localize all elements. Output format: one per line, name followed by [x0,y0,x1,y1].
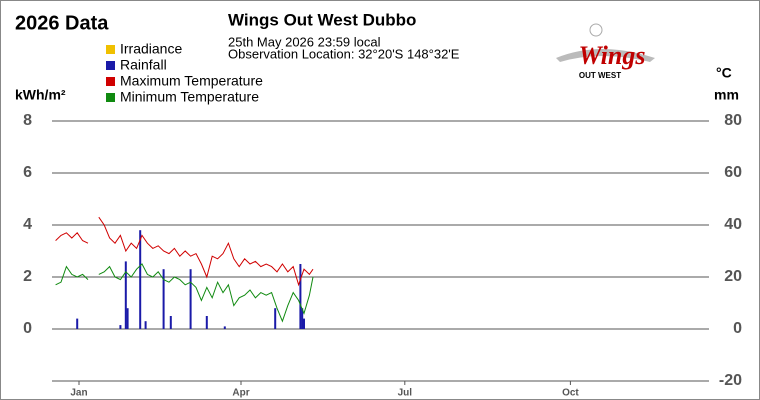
y2-tick-label: -20 [719,372,742,389]
y-tick-label: 2 [23,268,32,285]
line [55,216,314,287]
bar [169,316,172,329]
y2-axis-label: mm [714,87,739,103]
logo: Wings OUT WEST [556,23,655,80]
y2-tick-label: 40 [724,216,742,233]
legend-swatch [106,45,115,54]
x-tick-label: Oct [562,388,579,399]
bar [144,321,147,329]
y-tick-label: 4 [23,216,32,233]
y2-tick-label: 80 [724,112,742,129]
legend-swatch [106,93,115,102]
y-axis-label: kWh/m² [15,87,66,103]
y2-axis-label: °C [716,65,732,81]
y-tick-label: 6 [23,164,32,181]
y-tick-label: 0 [23,320,32,337]
subtitle: Wings Out West Dubbo [228,10,416,29]
logo-text: Wings [579,41,646,70]
legend-label: Minimum Temperature [120,89,259,105]
bar [162,269,165,329]
legend-swatch [106,61,115,70]
y2-tick-label: 20 [724,268,742,285]
bar [126,308,129,329]
timestamp: 25th May 2026 23:59 local [228,34,381,49]
legend-swatch [106,77,115,86]
logo-wing [556,49,655,62]
y2-tick-label: 0 [733,320,742,337]
bar [139,230,142,329]
bar [189,269,192,329]
bar [274,308,277,329]
x-tick-label: Apr [232,388,249,399]
bar [119,325,122,329]
logo-prop [589,23,603,37]
bar [299,264,302,329]
line [55,263,314,323]
y-tick-label: 8 [23,112,32,129]
bar [223,326,226,329]
logo-subtext: OUT WEST [579,71,621,80]
y2-tick-label: 60 [724,164,742,181]
legend-label: Rainfall [120,57,167,73]
legend-label: Irradiance [120,41,182,57]
bar [76,318,79,329]
legend-label: Maximum Temperature [120,73,263,89]
chart-title: 2026 Data [15,12,109,34]
bar [124,261,127,329]
x-tick-label: Jan [70,388,87,399]
location: Observation Location: 32°20'S 148°32'E [228,46,460,61]
x-tick-label: Jul [398,388,413,399]
bar [301,308,304,329]
bar [303,318,305,329]
bar [205,316,208,329]
